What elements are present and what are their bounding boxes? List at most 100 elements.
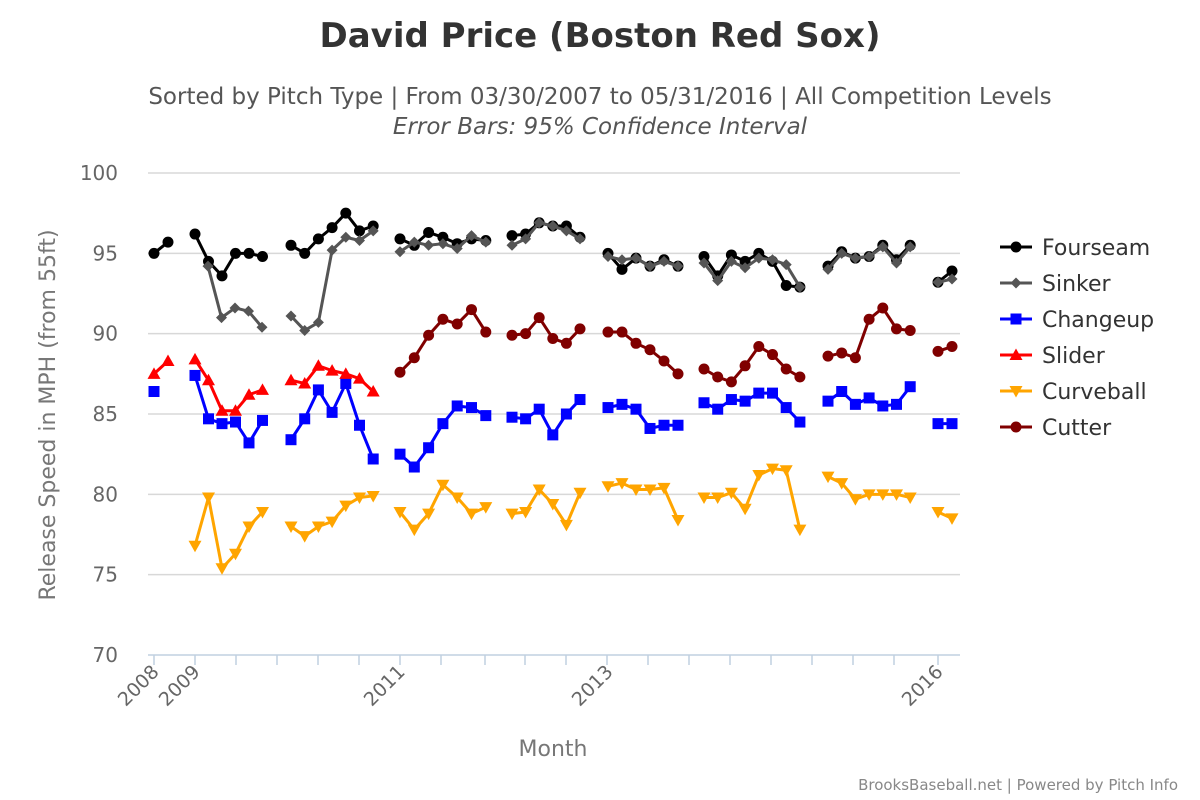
changeup-point	[354, 419, 365, 431]
sinker-point	[630, 252, 642, 264]
curveball-point	[311, 521, 325, 533]
cutter-point	[877, 302, 889, 314]
cutter-point	[506, 329, 518, 341]
sinker-point	[394, 246, 406, 258]
sinker-point	[780, 259, 792, 271]
slider-point	[325, 364, 339, 376]
changeup-point	[520, 413, 532, 425]
series-changeup	[148, 369, 958, 473]
curveball-line	[290, 494, 374, 538]
changeup-point	[340, 377, 352, 389]
curveball-point	[546, 498, 560, 511]
fourseam-point	[340, 207, 352, 219]
slider-point	[256, 383, 269, 395]
changeup-point	[658, 419, 670, 431]
slider-point	[147, 367, 161, 379]
curveball-point	[573, 487, 587, 500]
changeup-point	[394, 448, 406, 460]
slider-point	[202, 373, 215, 386]
changeup-point	[299, 413, 311, 425]
changeup-point	[904, 381, 916, 393]
series-slider	[147, 352, 380, 416]
sinker-point	[312, 316, 324, 328]
curveball-point	[615, 478, 629, 490]
curveball-point	[766, 463, 779, 476]
slider-point	[284, 373, 298, 386]
curveball-point	[505, 508, 519, 521]
legend-item-slider[interactable]: Slider	[1000, 344, 1106, 369]
sinker-point	[326, 244, 338, 256]
curveball-point	[601, 481, 615, 493]
sinker-point	[408, 236, 420, 248]
curveball-point	[242, 521, 256, 533]
changeup-point	[891, 398, 902, 410]
changeup-point	[877, 400, 889, 412]
changeup-point	[326, 406, 338, 418]
cutter-point	[408, 352, 420, 364]
sinker-point	[533, 217, 545, 229]
sinker-point	[822, 263, 834, 275]
curveball-point	[407, 524, 421, 537]
sinker-point	[616, 254, 628, 266]
sinker-point	[229, 302, 241, 314]
legend-item-sinker[interactable]: Sinker	[1000, 272, 1112, 297]
curveball-line	[607, 481, 680, 521]
changeup-point	[794, 416, 806, 428]
legend-label: Fourseam	[1042, 236, 1150, 261]
changeup-point	[712, 403, 724, 415]
changeup-point	[547, 429, 559, 441]
fourseam-point	[780, 279, 792, 291]
sinker-point	[437, 238, 449, 250]
x-tick-label: 2011	[360, 661, 410, 711]
fourseam-point	[285, 239, 297, 251]
sinker-point	[354, 234, 365, 246]
cutter-point	[533, 312, 545, 324]
fourseam-point	[216, 270, 228, 282]
curveball-point	[366, 490, 380, 503]
changeup-point	[408, 461, 420, 473]
sinker-point	[863, 251, 875, 263]
cutter-point	[712, 371, 724, 383]
legend-item-curveball[interactable]: Curveball	[1000, 380, 1147, 405]
slider-point	[366, 385, 380, 397]
x-tick-label: 2009	[155, 661, 205, 711]
changeup-point	[285, 434, 297, 446]
changeup-point	[753, 387, 765, 399]
fourseam-point	[243, 247, 255, 259]
sinker-point	[644, 260, 656, 272]
x-tick-label: 2013	[568, 661, 618, 711]
sinker-point	[753, 252, 765, 264]
series-curveball	[188, 463, 959, 575]
curveball-point	[436, 479, 450, 492]
cutter-point	[616, 326, 628, 338]
changeup-point	[780, 402, 792, 414]
curveball-point	[256, 507, 269, 519]
cutter-point	[863, 313, 875, 325]
chart-title: David Price (Boston Red Sox)	[320, 16, 881, 56]
changeup-point	[243, 437, 255, 449]
cutter-point	[520, 328, 532, 340]
cutter-point	[849, 352, 861, 364]
sinker-point	[672, 260, 684, 272]
sinker-point	[423, 239, 435, 251]
fourseam-point	[946, 265, 958, 277]
legend-item-changeup[interactable]: Changeup	[1000, 308, 1154, 333]
series-sinker	[202, 217, 958, 336]
fourseam-point	[437, 231, 449, 243]
curveball-point	[284, 521, 298, 533]
legend-label: Changeup	[1042, 308, 1154, 333]
fourseam-point	[162, 236, 174, 248]
changeup-point	[767, 387, 778, 399]
changeup-point	[257, 414, 268, 426]
legend-item-cutter[interactable]: Cutter	[1000, 416, 1112, 441]
slider-point	[311, 359, 325, 371]
cutter-point	[836, 347, 848, 359]
series-cutter	[394, 302, 958, 388]
legend-item-fourseam[interactable]: Fourseam	[1000, 236, 1150, 261]
sinker-point	[712, 275, 724, 287]
sinker-point	[256, 321, 268, 333]
sinker-point	[658, 255, 670, 267]
curveball-point	[793, 524, 807, 537]
fourseam-point	[616, 263, 628, 275]
changeup-line	[398, 404, 487, 469]
